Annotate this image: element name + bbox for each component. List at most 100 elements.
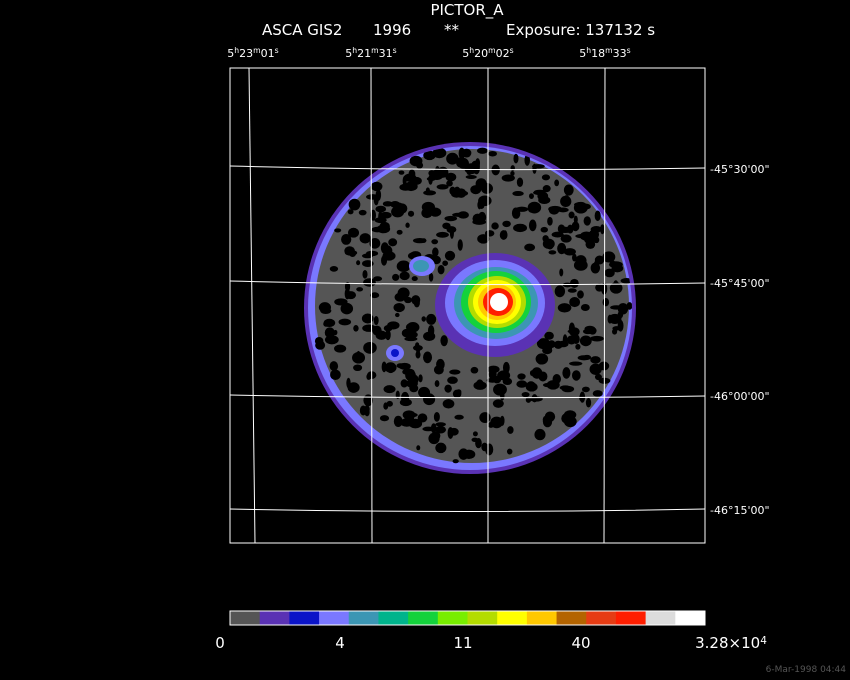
blot (359, 233, 371, 244)
blot (446, 180, 453, 187)
blot (398, 362, 411, 370)
blot (569, 278, 579, 288)
blot (449, 227, 454, 239)
label-part: 0 (215, 634, 225, 652)
blot (399, 271, 410, 281)
label-part: 4 (335, 634, 345, 652)
blot (361, 313, 374, 324)
blot (481, 442, 488, 452)
label-part: 40 (571, 634, 590, 652)
dec-label: -45°30'00" (710, 163, 770, 176)
colorbar-swatch (467, 611, 498, 625)
blot (541, 174, 551, 181)
blot (577, 290, 584, 299)
blot (544, 411, 556, 422)
blot (435, 442, 447, 454)
colorbar-swatch (378, 611, 409, 625)
blot (557, 207, 569, 213)
blot (385, 329, 391, 341)
superscript: h (234, 46, 239, 55)
label-part: 5 (579, 47, 586, 60)
blot (479, 412, 491, 424)
blot (429, 207, 442, 217)
blot (554, 179, 560, 187)
colorbar-swatch (645, 611, 676, 625)
blot (542, 185, 551, 193)
blot (436, 358, 445, 371)
label-part: 21 (357, 47, 371, 60)
blot (396, 260, 411, 272)
label: 5h18m33s (579, 46, 630, 60)
blot (447, 427, 454, 439)
label-part: 33 (613, 47, 627, 60)
blot (472, 219, 487, 225)
blot (478, 195, 492, 206)
colorbar-swatch (289, 611, 320, 625)
blot (501, 174, 515, 182)
blot (344, 250, 358, 256)
blot (588, 326, 597, 335)
blot (383, 385, 396, 394)
blot (358, 209, 367, 216)
label: 5h23m01s (227, 46, 278, 60)
blot (315, 340, 326, 350)
blot (583, 233, 595, 245)
blot (392, 273, 400, 281)
ra-grid-line (370, 67, 373, 544)
blot (373, 315, 379, 326)
blot (373, 276, 383, 282)
blot (444, 215, 458, 222)
blot (397, 287, 410, 299)
superscript: h (469, 46, 474, 55)
blot (348, 198, 361, 211)
blot (379, 415, 390, 422)
colorbar-frame (229, 610, 706, 626)
blot (393, 302, 405, 313)
superscript: m (605, 46, 613, 55)
blot (571, 221, 580, 232)
blot (525, 382, 538, 392)
label-part: 23 (239, 47, 253, 60)
blot (502, 220, 511, 228)
blot (600, 224, 605, 235)
blot (449, 186, 456, 195)
blot (592, 390, 603, 397)
blot (423, 351, 433, 364)
blot (409, 176, 418, 187)
dec-grid-line (229, 165, 706, 171)
blot (345, 291, 357, 300)
blot (544, 331, 554, 340)
blot (323, 318, 336, 328)
image (304, 142, 636, 474)
exposure: Exposure: 137132 s (506, 21, 655, 39)
superscript: 4 (760, 635, 767, 647)
blot (561, 412, 575, 425)
blot (612, 280, 619, 292)
blot (442, 399, 455, 409)
blot (423, 190, 436, 196)
blot (380, 242, 389, 254)
ra-grid-line (603, 67, 606, 544)
colorbar-swatch (556, 611, 587, 625)
blot (610, 305, 623, 310)
blot (579, 335, 592, 347)
frame (229, 67, 706, 544)
blot (432, 247, 439, 257)
blot (356, 350, 361, 360)
blot (516, 380, 528, 388)
blot (399, 398, 412, 407)
superscript: m (253, 46, 261, 55)
blot (445, 172, 457, 182)
blot (436, 184, 449, 190)
blot (516, 177, 524, 187)
label: 5h21m31s (345, 46, 396, 60)
blot (363, 341, 377, 354)
blot (617, 311, 624, 319)
blot (491, 222, 499, 230)
blot (515, 206, 529, 212)
blot (444, 250, 456, 261)
blot (334, 344, 347, 353)
blot (524, 243, 536, 252)
label: 0 (215, 634, 225, 652)
